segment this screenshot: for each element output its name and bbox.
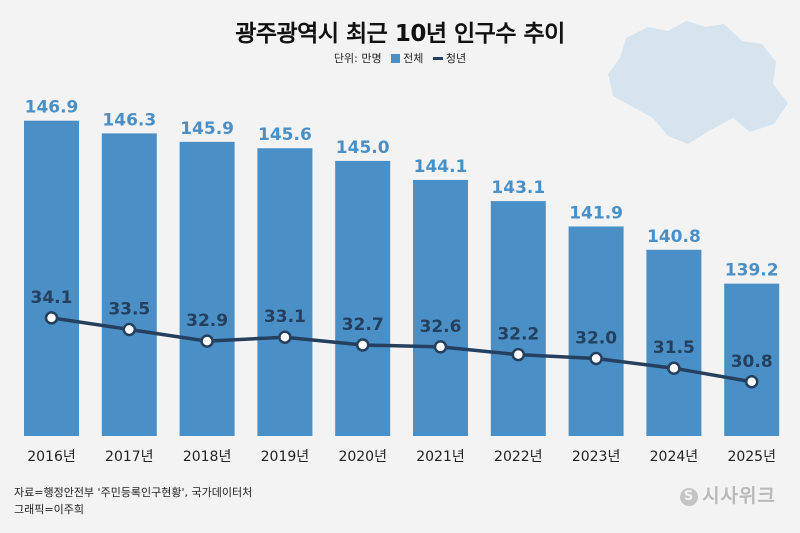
- youth-point-5: [433, 340, 448, 354]
- youth-value-label-1: 33.5: [108, 299, 150, 319]
- bar-value-label-1: 146.3: [102, 110, 156, 130]
- youth-point-7: [589, 351, 603, 366]
- youth-point-2: [200, 334, 214, 348]
- youth-point-6: [511, 347, 526, 362]
- brand-mark-icon: S: [680, 488, 699, 506]
- youth-value-label-9: 30.8: [731, 352, 773, 372]
- bar-value-label-3: 145.6: [258, 125, 312, 145]
- youth-point-9: [744, 375, 759, 389]
- bar-value-label-6: 143.1: [491, 178, 545, 198]
- x-tick-label-5: 2021년: [416, 449, 465, 465]
- bar-value-label-8: 140.8: [647, 227, 701, 247]
- youth-point-0: [44, 311, 59, 325]
- x-tick-label-2: 2018년: [183, 449, 232, 465]
- bar-total-7: [568, 226, 624, 436]
- bar-value-label-9: 139.2: [725, 261, 779, 281]
- x-tick-label-1: 2017년: [105, 449, 154, 465]
- x-tick-label-7: 2023년: [572, 449, 621, 465]
- legend-line-swatch: [432, 57, 443, 60]
- bar-value-label-4: 145.0: [336, 138, 390, 158]
- youth-value-label-2: 32.9: [186, 311, 228, 331]
- youth-value-label-8: 31.5: [653, 338, 695, 358]
- brand-logo: S 시사위크: [680, 481, 776, 508]
- x-tick-label-9: 2025년: [727, 449, 776, 465]
- x-tick-label-3: 2019년: [261, 449, 310, 465]
- youth-value-label-5: 32.6: [420, 317, 462, 337]
- bar-total-6: [490, 201, 546, 436]
- credit-line: 그래픽=이주희: [14, 503, 84, 516]
- x-tick-label-6: 2022년: [494, 449, 543, 465]
- bar-value-label-0: 146.9: [25, 98, 79, 118]
- bar-total-2: [179, 141, 235, 436]
- youth-value-label-0: 34.1: [31, 288, 73, 308]
- legend-line-label: 청년: [445, 52, 467, 65]
- bar-total-4: [335, 160, 391, 436]
- bar-total-8: [646, 249, 702, 436]
- bar-value-label-2: 145.9: [180, 119, 234, 139]
- bar-value-label-7: 141.9: [569, 204, 623, 224]
- source-line: 자료=행정안전부 '주민등록인구현황', 국가데이터처: [14, 486, 253, 499]
- gwangju-map-shape: [608, 21, 788, 144]
- brand-name: 시사위크: [702, 485, 776, 507]
- youth-point-8: [667, 361, 681, 375]
- chart-title: 광주광역시 최근 10년 인구수 추이: [235, 21, 565, 47]
- x-tick-label-0: 2016년: [27, 449, 76, 465]
- youth-point-3: [278, 330, 292, 344]
- bar-total-0: [24, 120, 79, 436]
- legend-bar-label: 전체: [403, 52, 424, 65]
- youth-series-line: [51, 316, 753, 384]
- youth-value-label-7: 32.0: [575, 329, 617, 349]
- legend-bar-swatch: [391, 54, 401, 63]
- x-tick-label-8: 2024년: [650, 449, 699, 465]
- youth-value-label-4: 32.7: [342, 315, 384, 335]
- legend: 단위: 만명 전체 청년: [0, 50, 800, 66]
- bar-total-9: [724, 283, 780, 436]
- bar-total-3: [257, 148, 313, 436]
- youth-point-1: [122, 322, 137, 337]
- legend-unit: 단위: 만명: [333, 52, 382, 65]
- youth-point-4: [355, 338, 370, 352]
- youth-value-label-6: 32.2: [497, 325, 539, 345]
- bar-total-5: [413, 179, 468, 437]
- source-note: 자료=행정안전부 '주민등록인구현황', 국가데이터처 그래픽=이주희: [14, 484, 252, 518]
- youth-value-label-3: 33.1: [264, 307, 306, 327]
- bar-value-label-5: 144.1: [414, 157, 468, 177]
- bar-total-1: [101, 133, 157, 436]
- x-tick-label-4: 2020년: [338, 449, 387, 465]
